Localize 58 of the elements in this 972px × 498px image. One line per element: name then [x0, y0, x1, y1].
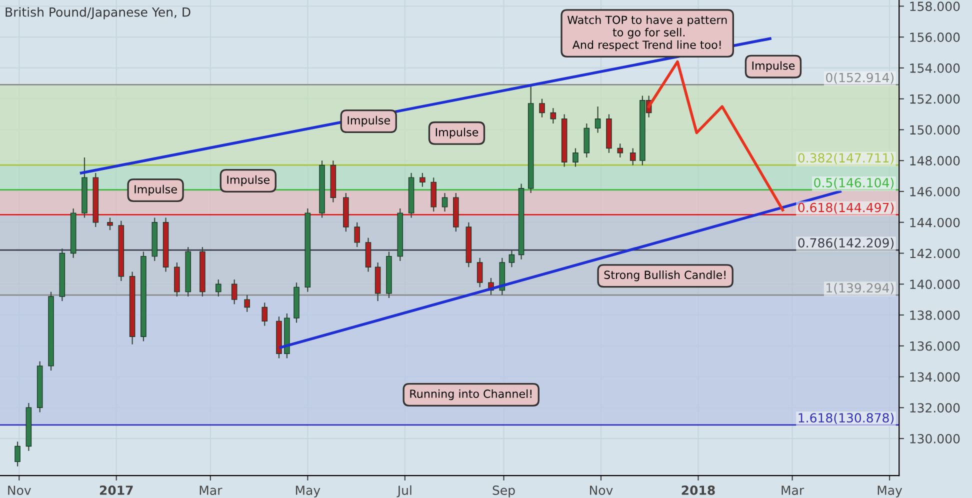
y-tick-label: 152.000 [910, 94, 960, 104]
ref-line-label: 1.618(130.878) [798, 412, 894, 424]
y-tick-label: 142.000 [910, 248, 960, 258]
ref-line-label: 0.5(146.104) [814, 178, 894, 189]
candlestick [107, 217, 113, 231]
ref-line-label: 0.618(144.497) [798, 202, 894, 214]
x-tick-label: 2017 [100, 486, 133, 495]
annotation: Strong Bullish Candle! [604, 270, 726, 282]
x-tick-label: Mar [782, 486, 804, 495]
y-tick-label: 138.000 [910, 310, 960, 320]
y-tick-label: 134.000 [910, 372, 960, 382]
annotation: Impulse [436, 128, 478, 139]
candlestick [231, 278, 238, 305]
ref-line-label: 0(152.914) [826, 72, 894, 84]
ref-line-label: 0.382(147.711) [798, 152, 894, 164]
y-tick-label: 140.000 [910, 280, 960, 290]
annotation: Watch TOP to have a pattern to go for sell. And respect Trend line too! [567, 15, 727, 52]
y-tick-label: 154.000 [910, 63, 960, 73]
y-tick-label: 150.000 [910, 125, 960, 135]
candlestick [550, 108, 556, 124]
y-tick-label: 130.000 [910, 434, 960, 444]
annotation: Running into Channel! [410, 389, 532, 400]
text: British Pound/Japanese Yen, D [6, 7, 190, 20]
x-tick-label: Nov [590, 486, 613, 495]
candlestick [617, 143, 624, 158]
y-tick-label: 136.000 [910, 341, 960, 351]
candlestick [594, 106, 601, 134]
ref-line-label: 0.786(142.209) [798, 238, 894, 250]
x-tick-label: May [296, 486, 320, 498]
annotation: Impulse [348, 116, 390, 127]
candlestick [244, 294, 250, 312]
candlestick [539, 98, 545, 118]
x-tick-label: Sep [492, 486, 515, 498]
candlestick [354, 222, 360, 248]
y-tick-label: 132.000 [910, 403, 960, 413]
candlestick [508, 250, 515, 268]
candlestick [262, 302, 268, 326]
x-tick-label: Nov [8, 486, 31, 495]
candlestick [420, 172, 426, 188]
y-tick-label: 156.000 [910, 32, 960, 42]
candlestick [572, 148, 578, 168]
candlestick [476, 257, 483, 288]
candlestick [216, 278, 222, 298]
candlestick [14, 441, 20, 467]
annotation: Impulse [752, 61, 795, 72]
y-tick-label: 146.000 [910, 186, 960, 196]
candlestick [442, 192, 448, 212]
ref-line-label: 1(139.294) [826, 282, 894, 294]
annotation: Impulse [227, 175, 270, 186]
x-tick-label: 2018 [682, 486, 715, 495]
x-tick-label: Mar [200, 486, 222, 495]
y-tick-label: 158.000 [910, 2, 960, 12]
annotation: Impulse [134, 184, 177, 196]
x-tick-label: May [878, 486, 902, 498]
x-tick-label: Jul [396, 485, 412, 498]
y-tick-label: 148.000 [910, 156, 960, 166]
candlestick [630, 148, 636, 166]
y-tick-label: 144.000 [910, 218, 960, 228]
